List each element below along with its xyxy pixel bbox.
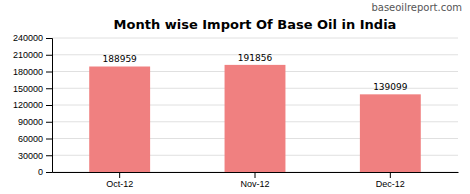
x-axis: Oct-12 Nov-12 Dec-12 <box>53 172 459 189</box>
x-tick-mark <box>255 172 256 178</box>
x-tick: Dec-12 <box>376 172 405 189</box>
y-tick-mark <box>46 88 52 89</box>
grid <box>52 38 458 172</box>
x-tick: Nov-12 <box>240 172 269 189</box>
x-tick-mark <box>119 172 120 178</box>
y-tick-label: 30000 <box>18 151 43 161</box>
y-tick-label: 60000 <box>18 134 43 144</box>
plot: 0 30000 60000 90000 120000 150000 180000 210000… <box>13 33 459 189</box>
bar <box>89 66 150 172</box>
bar <box>225 65 286 172</box>
y-tick: 240000 <box>13 33 52 43</box>
y-tick-label: 0 <box>38 167 43 177</box>
x-tick: Oct-12 <box>106 172 133 189</box>
watermark: baseoilreport.com <box>371 2 462 13</box>
y-tick: 210000 <box>13 50 52 60</box>
y-tick: 30000 <box>18 151 52 161</box>
data-labels: 188959 191856 139099 <box>102 53 407 92</box>
y-axis: 0 30000 60000 90000 120000 150000 180000 210000… <box>13 33 53 177</box>
y-tick: 0 <box>38 167 52 177</box>
x-tick-mark <box>390 172 391 178</box>
bar <box>360 94 421 172</box>
y-tick-mark <box>46 172 52 173</box>
x-tick-label: Oct-12 <box>106 179 133 189</box>
y-tick-mark <box>46 105 52 106</box>
y-tick: 150000 <box>13 84 52 94</box>
y-tick-label: 180000 <box>13 67 43 77</box>
x-tick-label: Dec-12 <box>376 179 405 189</box>
grid-line <box>52 38 458 39</box>
y-tick-label: 210000 <box>13 50 43 60</box>
y-tick-label: 150000 <box>13 84 43 94</box>
x-tick-label: Nov-12 <box>240 179 269 189</box>
y-tick: 60000 <box>18 134 52 144</box>
data-label: 139099 <box>373 82 408 92</box>
y-tick-label: 120000 <box>13 100 43 110</box>
chart: 0 30000 60000 90000 120000 150000 180000 210000… <box>0 0 470 194</box>
bars <box>89 65 421 172</box>
data-label: 191856 <box>238 53 273 63</box>
y-tick-mark <box>46 38 52 39</box>
y-axis-line <box>46 39 53 173</box>
y-tick: 90000 <box>18 117 52 127</box>
y-tick-label: 90000 <box>18 117 43 127</box>
y-tick-mark <box>46 55 52 56</box>
title: Month wise Import Of Base Oil in India <box>114 17 397 32</box>
y-tick-label: 240000 <box>13 33 43 43</box>
y-tick-mark <box>46 139 52 140</box>
y-tick: 180000 <box>13 67 52 77</box>
y-tick-mark <box>46 72 52 73</box>
data-label: 188959 <box>102 54 137 64</box>
y-tick-mark <box>46 122 52 123</box>
y-tick: 120000 <box>13 100 52 110</box>
y-tick-mark <box>46 155 52 156</box>
